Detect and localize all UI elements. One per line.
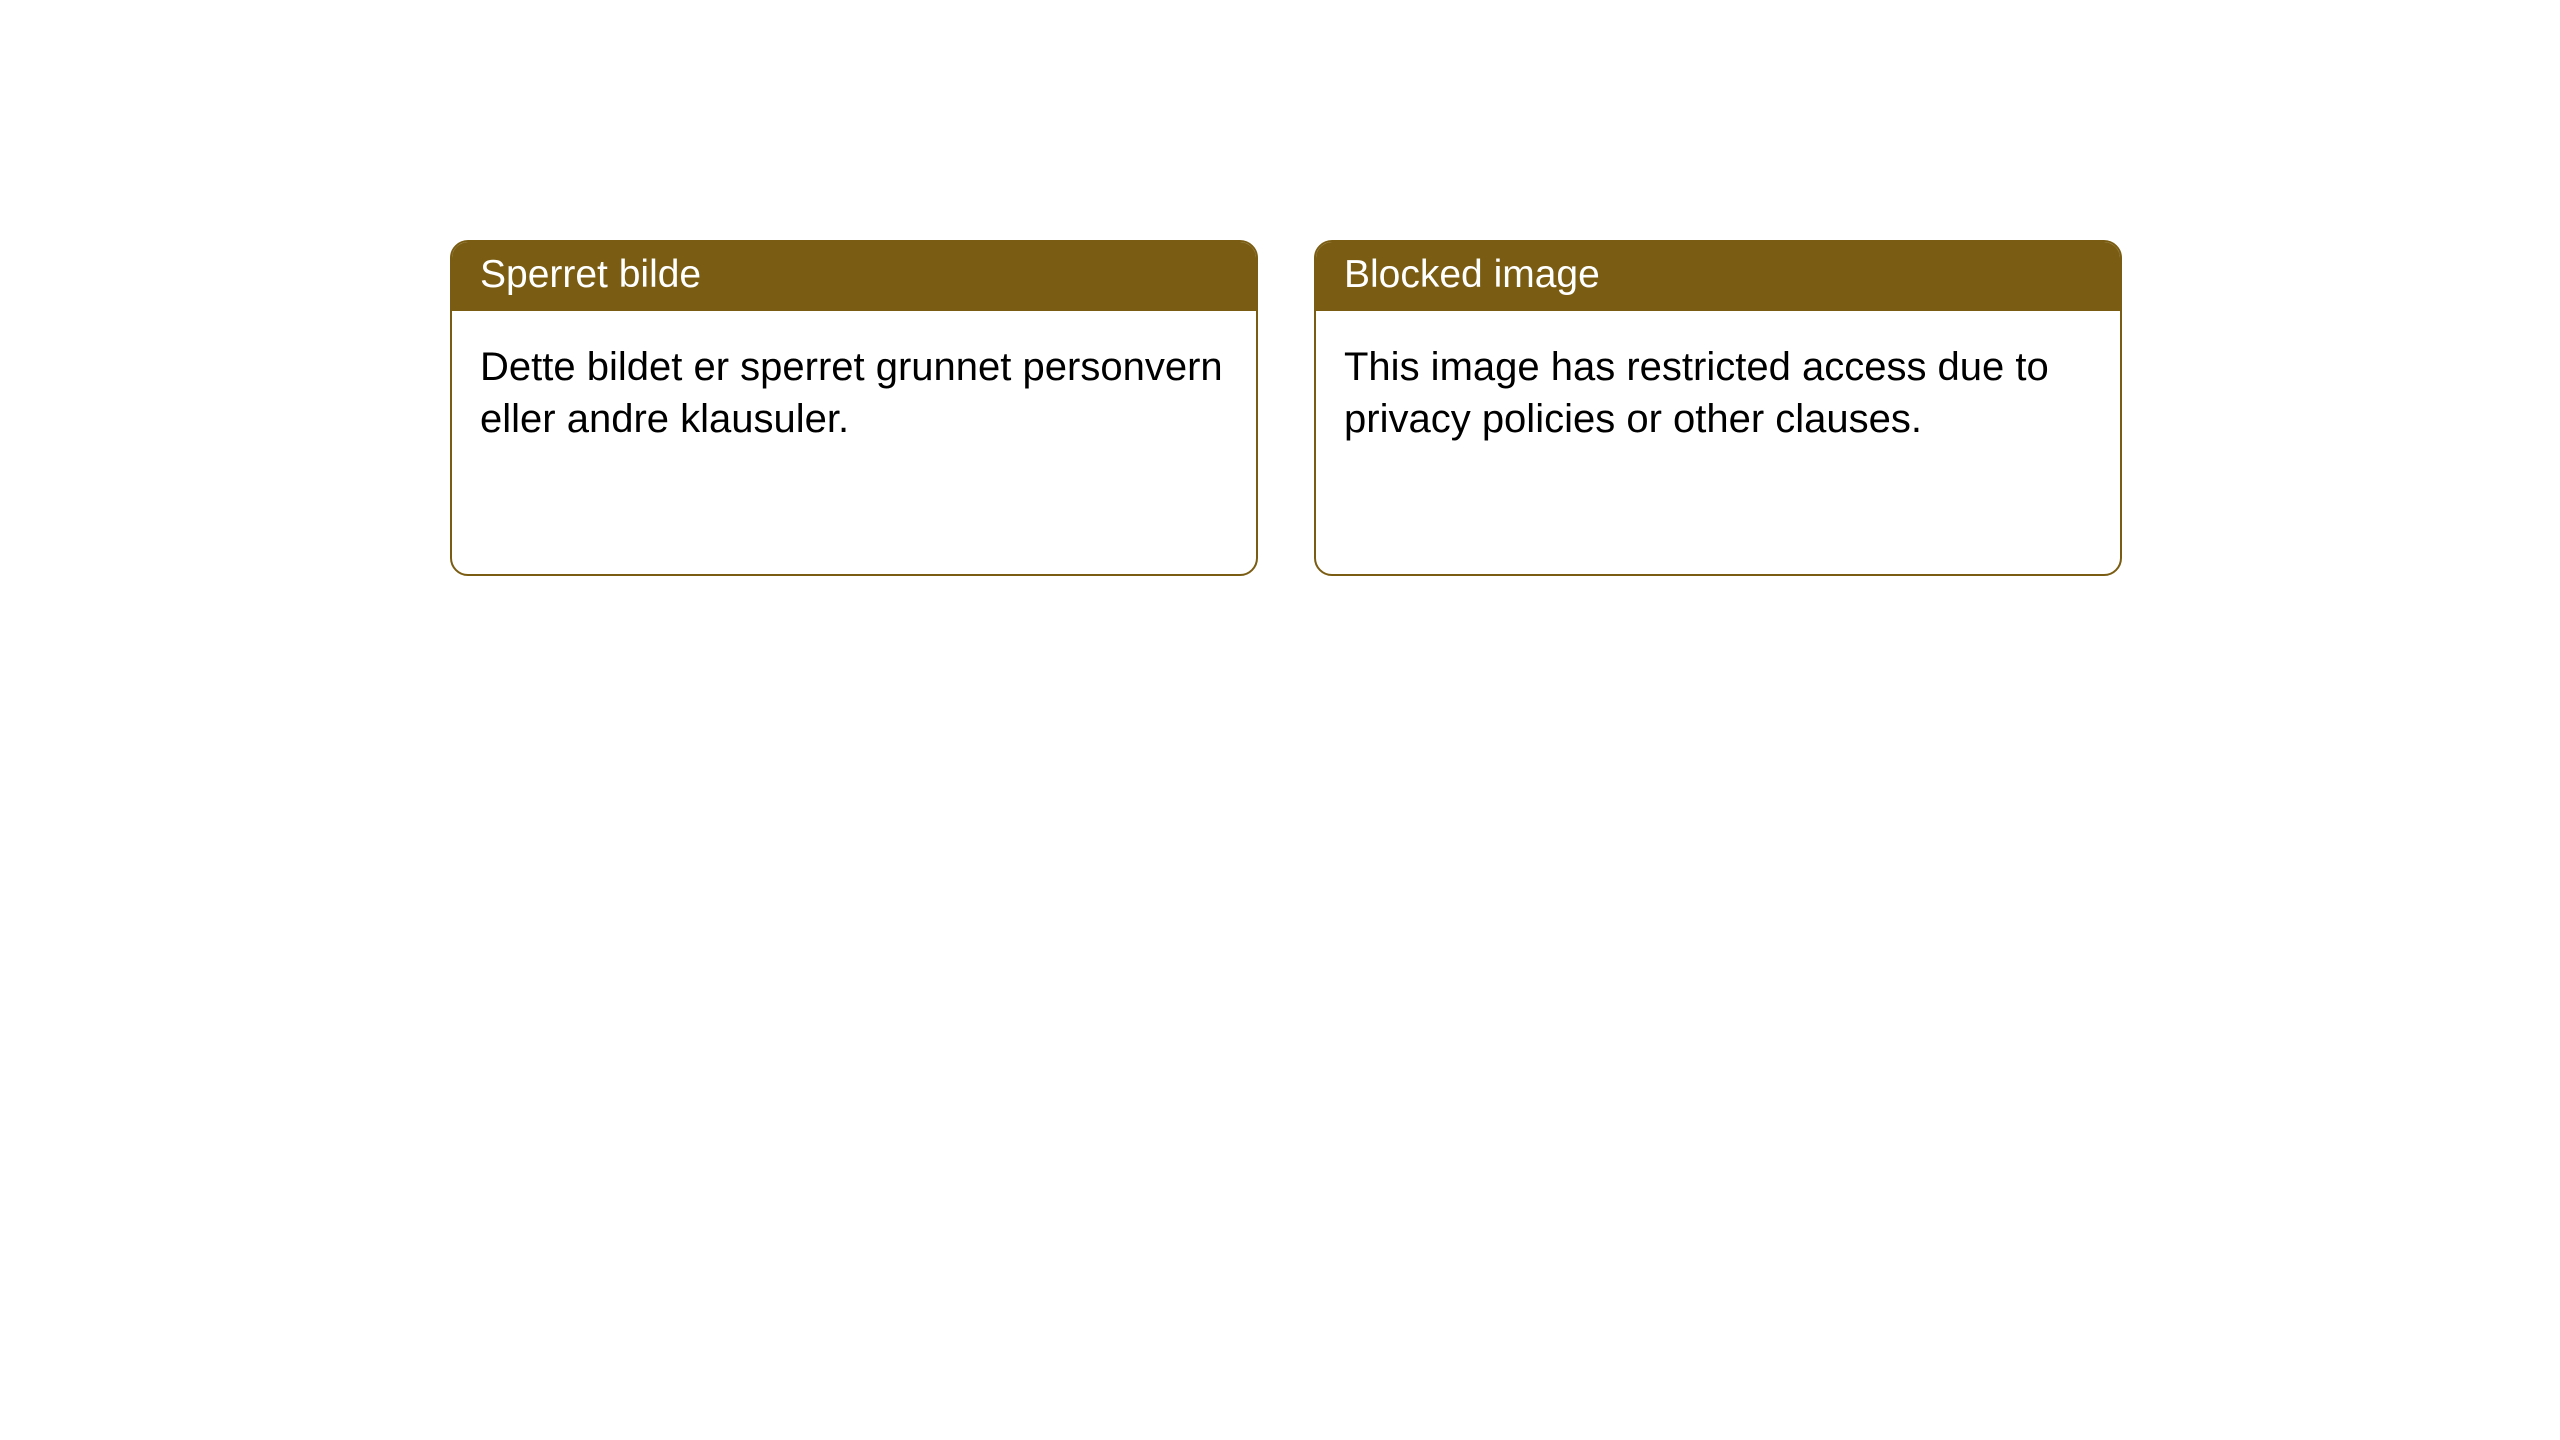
notice-body-text: This image has restricted access due to …	[1344, 345, 2049, 441]
notice-card-header: Blocked image	[1316, 242, 2120, 311]
notice-card-body: This image has restricted access due to …	[1316, 311, 2120, 475]
notice-body-text: Dette bildet er sperret grunnet personve…	[480, 345, 1223, 441]
notice-card-norwegian: Sperret bilde Dette bildet er sperret gr…	[450, 240, 1258, 576]
notice-card-header: Sperret bilde	[452, 242, 1256, 311]
notice-card-body: Dette bildet er sperret grunnet personve…	[452, 311, 1256, 475]
notice-card-english: Blocked image This image has restricted …	[1314, 240, 2122, 576]
notice-container: Sperret bilde Dette bildet er sperret gr…	[0, 0, 2560, 576]
notice-title: Blocked image	[1344, 253, 1600, 296]
notice-title: Sperret bilde	[480, 253, 701, 296]
